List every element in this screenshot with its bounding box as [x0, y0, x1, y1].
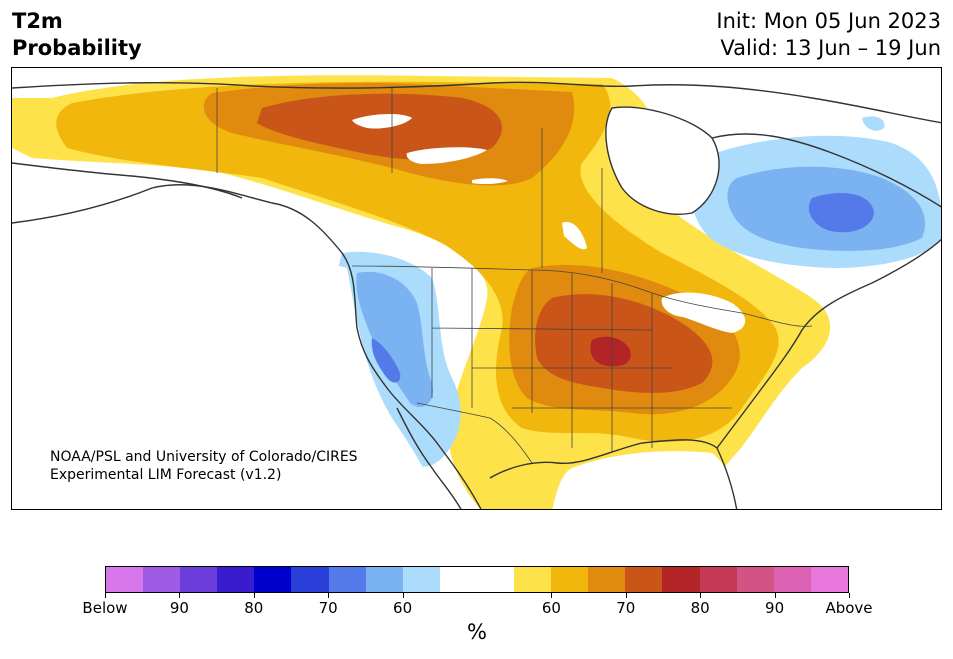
colorbar-segment	[106, 567, 144, 592]
atlantic-coast	[716, 238, 941, 449]
colorbar-tick-mark	[625, 593, 627, 598]
us-state-lines	[431, 268, 732, 453]
colorbar-segment	[143, 567, 181, 592]
title-line-probability: Probability	[12, 36, 142, 60]
colorbar-tick-label: 90	[169, 599, 189, 617]
forecast-map: NOAA/PSL and University of Colorado/CIRE…	[11, 67, 942, 510]
attribution-line-2: Experimental LIM Forecast (v1.2)	[50, 467, 282, 483]
init-date: Init: Mon 05 Jun 2023	[716, 9, 941, 33]
arctic-ocean	[572, 68, 941, 124]
colorbar-segment	[551, 567, 589, 592]
forecast-dates: Init: Mon 05 Jun 2023 Valid: 13 Jun – 19…	[716, 8, 941, 62]
colorbar-tick-label: 70	[318, 599, 338, 617]
map-canvas	[12, 68, 941, 509]
us-mexico-border	[416, 402, 533, 464]
lake-winnipeg	[562, 222, 587, 250]
colorbar-tick-label: 90	[765, 599, 785, 617]
cold-65-region-west	[356, 271, 433, 407]
valid-range: Valid: 13 Jun – 19 Jun	[720, 36, 941, 60]
great-slave-lake	[406, 147, 487, 164]
colorbar-tick-mark	[179, 593, 181, 598]
colorbar-tick-label: Below	[82, 599, 128, 617]
colorbar-tick-label: 80	[690, 599, 710, 617]
colorbar-tick-mark	[551, 593, 553, 598]
pacific-ocean	[12, 218, 442, 509]
colorbar-tick-mark	[253, 593, 255, 598]
colorbar	[105, 566, 849, 593]
cold-70-region-east	[808, 193, 874, 233]
colorbar-segment	[514, 567, 552, 592]
colorbar-segment	[699, 567, 737, 592]
colorbar-tick-mark	[849, 593, 850, 598]
colorbar-segment	[365, 567, 403, 592]
us-canada-border	[351, 265, 813, 327]
hudson-bay	[605, 107, 720, 215]
colorbar-segment	[180, 567, 218, 592]
cold-70-region-west	[371, 338, 401, 383]
colorbar-segment	[625, 567, 663, 592]
colorbar-tick-label: Above	[825, 599, 873, 617]
gulf-of-mexico	[552, 451, 734, 509]
labrador-coast	[711, 133, 941, 208]
colorbar-segment	[254, 567, 292, 592]
gulf-coast	[489, 439, 738, 509]
cold-60-region-arctic	[862, 116, 885, 131]
colorbar-tick-label: 60	[541, 599, 561, 617]
colorbar-segment	[291, 567, 329, 592]
colorbar-tick-mark	[774, 593, 776, 598]
colorbar-segment	[476, 567, 515, 592]
chart-title: T2m Probability	[12, 8, 142, 62]
canada-province-lines	[391, 88, 603, 273]
title-line-variable: T2m	[12, 9, 63, 33]
colorbar-tick-mark	[328, 593, 330, 598]
ocean-areas	[12, 68, 941, 509]
warm-80-region	[590, 336, 631, 367]
colorbar-segment	[217, 567, 255, 592]
alaska-coast	[12, 162, 243, 199]
colorbar-tick-mark	[402, 593, 404, 598]
baja-coast	[396, 407, 462, 509]
great-bear-lake	[352, 114, 412, 129]
colorbar-segment	[662, 567, 700, 592]
colorbar-tick-mark	[700, 593, 702, 598]
colorbar-tick-label: 80	[244, 599, 264, 617]
attribution-line-1: NOAA/PSL and University of Colorado/CIRE…	[50, 449, 358, 465]
colorbar-segment	[328, 567, 366, 592]
colorbar-segment	[439, 567, 477, 592]
great-lakes	[661, 292, 746, 333]
colorbar-unit: %	[467, 620, 487, 644]
atlantic-ocean	[752, 299, 941, 509]
attribution: NOAA/PSL and University of Colorado/CIRE…	[50, 448, 358, 484]
arctic-coast	[12, 81, 941, 124]
colorbar-tick-label: 60	[393, 599, 413, 617]
colorbar-tick-mark	[105, 593, 106, 598]
coastlines	[12, 81, 941, 509]
colorbar-segment	[736, 567, 774, 592]
political-borders	[216, 88, 813, 464]
colorbar-segment	[810, 567, 848, 592]
cold-anomaly-shading	[334, 116, 941, 467]
colorbar-segment	[588, 567, 626, 592]
lake-athabasca	[472, 178, 508, 185]
colorbar-tick-label: 70	[616, 599, 636, 617]
colorbar-segment	[402, 567, 440, 592]
colorbar-segment	[773, 567, 811, 592]
hudson-bay-coast	[605, 106, 720, 215]
pacific-coast	[12, 184, 482, 509]
